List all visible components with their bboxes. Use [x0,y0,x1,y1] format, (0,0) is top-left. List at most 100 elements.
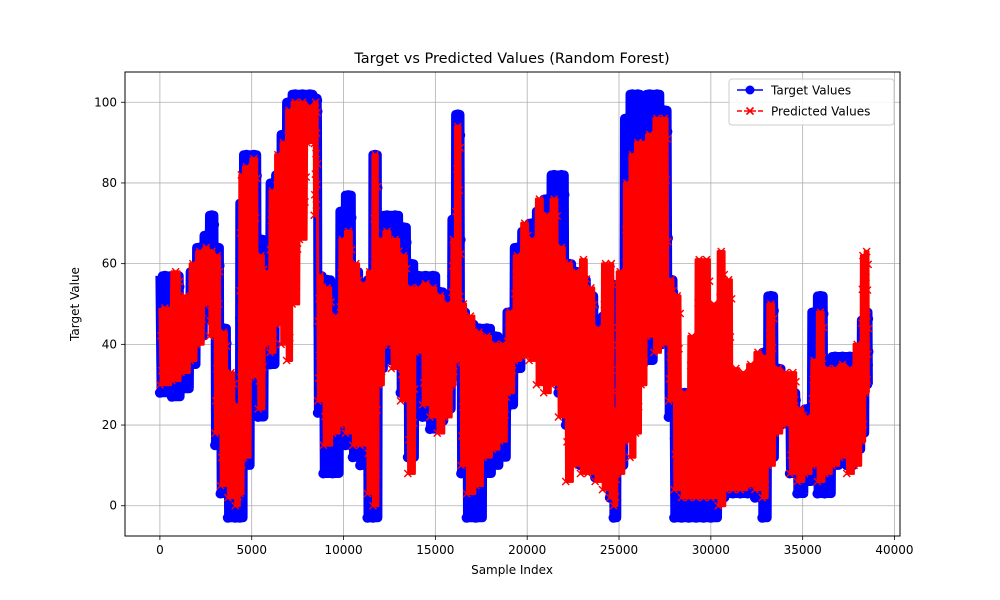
point-marker [481,323,492,334]
point-marker [669,512,680,523]
x-tick-label-7: 35000 [784,543,822,557]
point-marker [157,292,168,302]
series-layer [154,89,874,523]
point-marker [210,440,220,451]
point-marker [265,359,276,370]
point-marker [819,488,830,499]
point-marker [621,113,632,124]
x-tick-label-2: 10000 [324,543,362,557]
point-marker [166,391,177,402]
point-marker [652,89,662,100]
point-marker [367,512,378,523]
point-marker [382,210,392,221]
x-tick-label-1: 5000 [236,543,267,557]
point-marker [234,512,245,523]
x-tick-label-6: 30000 [692,543,730,557]
point-marker [487,460,498,471]
y-tick-label-4: 80 [102,176,117,190]
point-marker [490,331,501,342]
point-marker [154,387,165,398]
point-marker [470,512,481,523]
point-marker [815,290,826,301]
point-marker [631,130,642,141]
point-marker [331,453,342,464]
y-tick-label-3: 60 [102,257,117,271]
point-marker [417,412,428,422]
point-marker [559,189,570,200]
point-marker [830,351,841,362]
point-marker [181,376,192,387]
point-marker [461,512,472,523]
point-marker [327,468,338,479]
point-marker [322,274,333,285]
point-marker [323,450,334,461]
y-tick-label-1: 20 [102,418,117,432]
point-marker [456,468,467,479]
point-marker [222,512,233,523]
point-marker [527,218,538,229]
point-marker [757,512,768,523]
point-marker [844,351,855,362]
point-marker [632,89,643,100]
point-marker [346,212,357,223]
legend: Target Values Predicted Values [728,78,895,126]
point-marker [760,497,771,508]
point-marker [683,512,694,523]
point-marker [385,220,396,231]
point-marker [698,512,709,523]
point-marker [822,355,833,366]
point-marker [608,512,619,523]
point-marker [340,440,351,451]
point-marker [765,290,776,301]
point-marker [556,169,567,180]
point-marker [742,488,753,499]
point-marker [676,512,687,523]
y-axis-label: Target Value [68,267,82,342]
point-marker [206,210,217,221]
point-marker [205,229,216,240]
point-marker [659,105,670,116]
point-marker [212,242,223,253]
point-marker [749,492,760,503]
point-marker [343,190,354,201]
point-marker [209,219,220,230]
point-marker [691,512,702,523]
point-marker [427,270,438,281]
point-marker [837,351,848,362]
point-marker [398,222,409,233]
point-marker [498,442,509,453]
legend-label-0: Target Values [770,84,851,98]
point-marker [312,407,323,418]
point-marker [390,210,401,221]
point-marker [620,167,631,178]
point-marker [638,109,649,120]
x-tick-label-5: 25000 [600,543,638,557]
point-marker [812,488,823,499]
y-tick-label-5: 100 [94,95,117,109]
legend-label-1: Predicted Values [771,105,870,119]
y-tick-label-2: 40 [102,337,117,351]
point-marker [626,139,637,150]
point-marker [337,206,348,217]
legend-marker-0 [745,85,755,95]
point-marker [824,476,834,487]
x-tick-label-4: 20000 [508,543,546,557]
point-marker [705,512,716,523]
point-marker [347,452,358,463]
point-marker [159,270,170,281]
y-tick-label-0: 0 [109,499,117,513]
point-marker [558,229,569,240]
point-marker [452,109,463,120]
x-tick-label-0: 0 [156,543,164,557]
x-tick-label-3: 15000 [416,543,454,557]
point-marker [424,424,435,435]
point-marker [541,194,552,205]
point-marker [176,383,186,394]
x-axis-label: Sample Index [471,563,553,577]
point-marker [318,468,329,479]
x-tick-label-8: 40000 [875,543,913,557]
point-marker [494,452,505,463]
point-marker [549,169,560,180]
point-marker [808,334,819,345]
